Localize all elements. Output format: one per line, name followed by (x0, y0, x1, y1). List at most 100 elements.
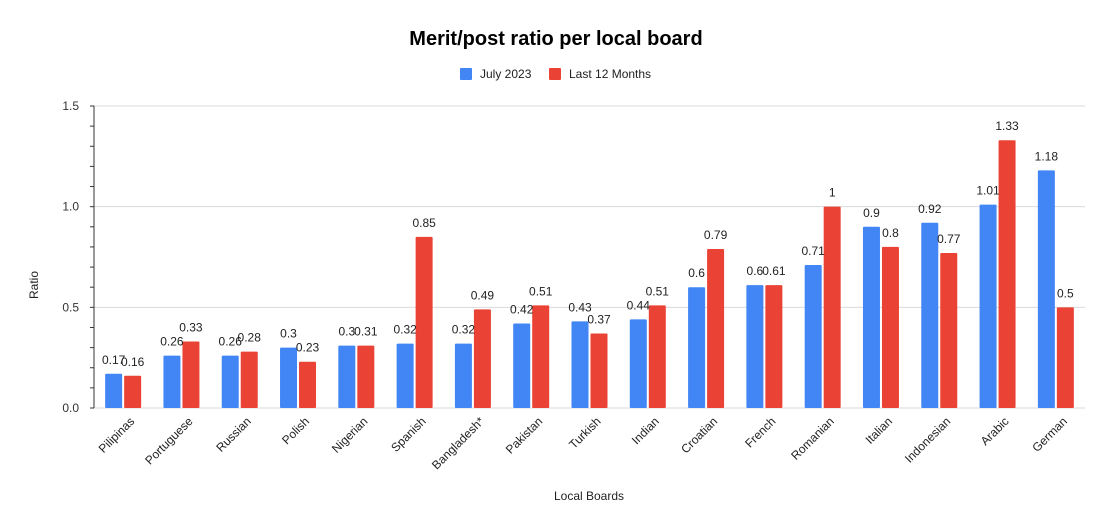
x-category-label: Russian (213, 414, 254, 455)
data-label: 0.61 (762, 264, 786, 278)
bar-july-2023 (454, 343, 472, 408)
data-label: 0.77 (937, 232, 961, 246)
y-tick-label: 0.5 (62, 300, 79, 314)
x-category-label: Portuguese (142, 414, 196, 468)
bar-last-12-months (415, 236, 433, 408)
bar-july-2023 (1037, 170, 1055, 408)
bar-july-2023 (163, 355, 181, 408)
x-axis-categories: Pilipinas Portuguese Russian Polish Nigerian… (96, 414, 1070, 472)
data-label: 0.16 (121, 355, 145, 369)
x-category-label: German (1029, 414, 1070, 455)
data-label: 0.51 (646, 284, 670, 298)
y-axis-ticks: 0.0 0.5 1.0 1.5 (62, 99, 94, 415)
legend: July 2023 Last 12 Months (460, 67, 651, 81)
data-label: 0.92 (918, 202, 942, 216)
x-category-label: Romanian (788, 414, 837, 463)
bar-last-12-months (940, 252, 958, 408)
legend-swatch (460, 68, 472, 80)
bar-july-2023 (338, 345, 356, 408)
data-label: 0.6 (688, 266, 705, 280)
chart-title: Merit/post ratio per local board (409, 28, 702, 50)
gridlines (94, 105, 1085, 409)
bar-july-2023 (979, 204, 997, 408)
legend-label: July 2023 (480, 67, 532, 81)
legend-swatch (549, 68, 561, 80)
data-label: 0.28 (238, 331, 262, 345)
bar-july-2023 (746, 285, 764, 408)
bar-last-12-months (182, 341, 200, 408)
data-label: 0.71 (801, 244, 825, 258)
data-label: 0.49 (471, 288, 495, 302)
data-label: 1.01 (976, 184, 1000, 198)
bar-july-2023 (921, 222, 939, 408)
x-category-label: French (742, 414, 778, 450)
bar-last-12-months (881, 246, 899, 408)
y-tick-label: 1.0 (62, 200, 79, 214)
bar-july-2023 (804, 265, 822, 408)
y-axis-title: Ratio (27, 271, 41, 299)
data-label: 0.9 (863, 206, 880, 220)
data-labels: 0.170.160.260.330.260.28 0.30.230.30.31 0.… (102, 119, 1074, 369)
data-label: 0.26 (219, 335, 243, 349)
data-label: 0.6 (747, 264, 764, 278)
bar-last-12-months (648, 305, 666, 408)
bar-last-12-months (765, 285, 783, 408)
bar-july-2023 (280, 347, 298, 408)
data-label: 0.8 (882, 226, 899, 240)
bar-july-2023 (396, 343, 414, 408)
bar-july-2023 (105, 373, 123, 408)
data-label: 1 (829, 186, 836, 200)
x-category-label: Indian (629, 414, 662, 447)
bar-last-12-months (823, 206, 841, 408)
y-tick-label: 0.0 (62, 401, 79, 415)
bar-july-2023 (688, 287, 706, 408)
bar-last-12-months (299, 361, 317, 408)
data-label: 0.23 (296, 341, 320, 355)
bars (105, 140, 1074, 408)
data-label: 0.5 (1057, 286, 1074, 300)
bar-july-2023 (513, 323, 531, 408)
data-label: 0.33 (179, 321, 203, 335)
bar-july-2023 (221, 355, 239, 408)
x-axis-title: Local Boards (554, 489, 624, 503)
data-label: 0.42 (510, 302, 534, 316)
data-label: 0.31 (354, 325, 378, 339)
data-label: 1.33 (995, 119, 1019, 133)
y-tick-label: 1.5 (62, 99, 79, 113)
data-label: 0.32 (393, 323, 417, 337)
bar-july-2023 (629, 319, 647, 408)
legend-label: Last 12 Months (569, 67, 651, 81)
bar-last-12-months (240, 351, 258, 408)
x-category-label: Arabic (978, 414, 1012, 448)
data-label: 0.85 (412, 216, 436, 230)
data-label: 0.32 (452, 323, 476, 337)
data-label: 1.18 (1035, 149, 1059, 163)
x-category-label: Croatian (678, 414, 720, 456)
bar-last-12-months (998, 140, 1016, 408)
data-label: 0.26 (160, 335, 184, 349)
data-label: 0.51 (529, 284, 553, 298)
bar-last-12-months (473, 309, 491, 408)
data-label: 0.79 (704, 228, 728, 242)
bar-last-12-months (590, 333, 608, 408)
x-category-label: Pakistan (503, 414, 545, 456)
data-label: 0.3 (280, 327, 297, 341)
bar-last-12-months (124, 375, 142, 408)
bar-july-2023 (862, 226, 880, 408)
x-category-label: Spanish (388, 414, 429, 455)
x-category-label: Italian (863, 414, 896, 447)
bar-last-12-months (532, 305, 550, 408)
bar-last-12-months (357, 345, 375, 408)
x-category-label: Polish (279, 414, 312, 447)
x-category-label: Pilipinas (96, 414, 138, 456)
data-label: 0.17 (102, 353, 126, 367)
data-label: 0.3 (338, 325, 355, 339)
x-category-label: Turkish (566, 414, 603, 451)
bar-last-12-months (1056, 307, 1074, 408)
x-category-label: Nigerian (329, 414, 371, 456)
bar-july-2023 (571, 321, 589, 408)
bar-last-12-months (707, 248, 725, 408)
data-label: 0.44 (627, 298, 651, 312)
